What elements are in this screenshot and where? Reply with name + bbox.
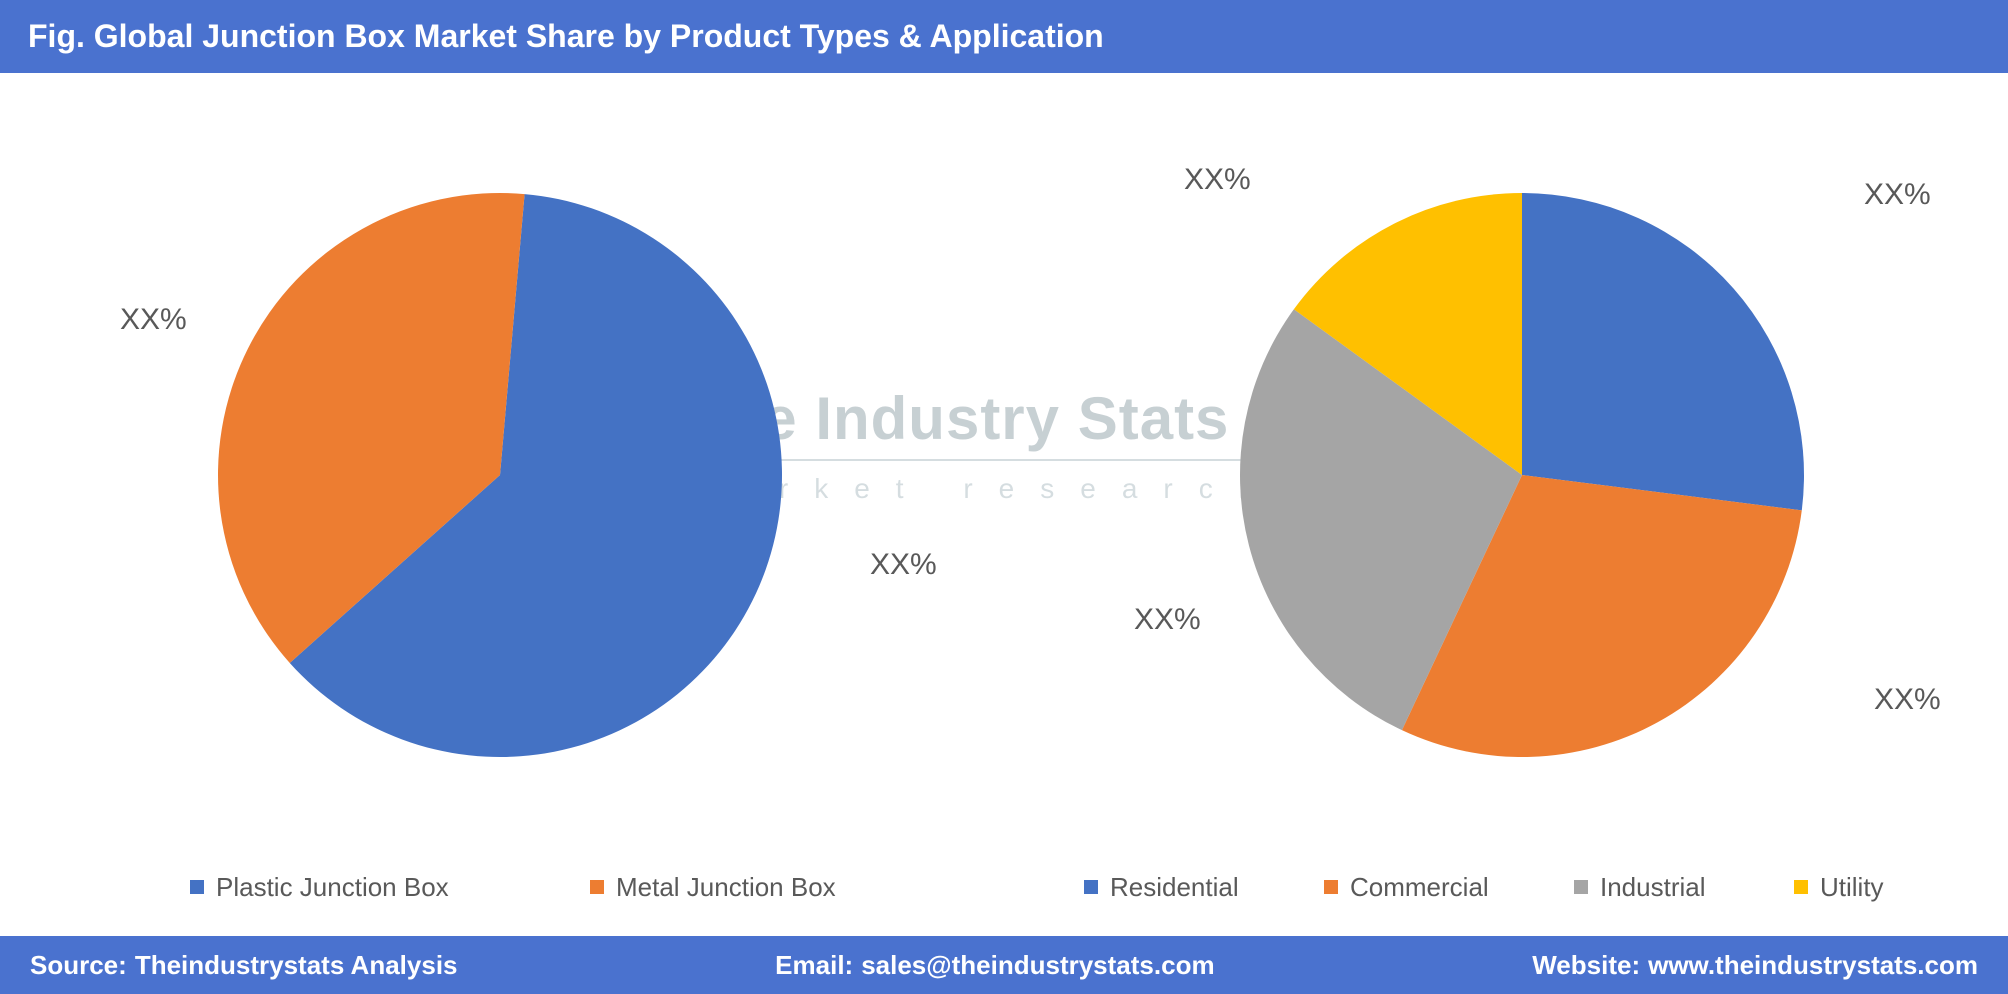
legend-swatch: [1324, 880, 1338, 894]
legend-label: Plastic Junction Box: [216, 872, 449, 903]
slice-value-label: XX%: [1134, 603, 1201, 637]
legend-label: Metal Junction Box: [616, 872, 836, 903]
footer-source-value: Theindustrystats Analysis: [135, 950, 458, 981]
legend-swatch: [1794, 880, 1808, 894]
pie-svg: [0, 73, 1004, 852]
slice-value-label: XX%: [870, 548, 937, 582]
figure-title: Fig. Global Junction Box Market Share by…: [28, 18, 1104, 54]
legend-swatch: [590, 880, 604, 894]
slice-value-label: XX%: [1874, 683, 1941, 717]
figure-frame: Fig. Global Junction Box Market Share by…: [0, 0, 2008, 994]
slice-value-label: XX%: [120, 303, 187, 337]
legend-label: Industrial: [1600, 872, 1706, 903]
legend-item: Utility: [1794, 872, 1884, 903]
footer-email: Email: sales@theindustrystats.com: [775, 950, 1214, 981]
footer-email-value: sales@theindustrystats.com: [861, 950, 1214, 981]
legend-product-types: Plastic Junction Box Metal Junction Box: [0, 852, 1004, 922]
legend-swatch: [190, 880, 204, 894]
legend-item: Metal Junction Box: [590, 872, 836, 903]
legend-item: Commercial: [1324, 872, 1489, 903]
footer-email-label: Email:: [775, 950, 853, 981]
legend-item: Industrial: [1574, 872, 1706, 903]
legend-label: Residential: [1110, 872, 1239, 903]
chart-area: The Industry Stats market research Plast…: [0, 73, 2008, 922]
pie-chart-product-types: Plastic Junction Box Metal Junction Box X…: [0, 73, 1004, 922]
figure-title-bar: Fig. Global Junction Box Market Share by…: [0, 0, 2008, 73]
pie-slice: [1522, 193, 1804, 510]
legend-label: Utility: [1820, 872, 1884, 903]
legend-swatch: [1574, 880, 1588, 894]
footer-source: Source: Theindustrystats Analysis: [30, 950, 458, 981]
footer-website-label: Website:: [1532, 950, 1640, 981]
footer-bar: Source: Theindustrystats Analysis Email:…: [0, 936, 2008, 994]
footer-gap: [0, 922, 2008, 936]
slice-value-label: XX%: [1184, 163, 1251, 197]
legend-swatch: [1084, 880, 1098, 894]
legend-label: Commercial: [1350, 872, 1489, 903]
pie-chart-application: Residential Commercial Industrial Utility X…: [1004, 73, 2008, 922]
footer-website-value: www.theindustrystats.com: [1648, 950, 1978, 981]
pie-svg: [1004, 73, 2008, 852]
legend-application: Residential Commercial Industrial Utility: [1004, 852, 2008, 922]
legend-item: Residential: [1084, 872, 1239, 903]
footer-source-label: Source:: [30, 950, 127, 981]
slice-value-label: XX%: [1864, 178, 1931, 212]
footer-website: Website: www.theindustrystats.com: [1532, 950, 1978, 981]
legend-item: Plastic Junction Box: [190, 872, 449, 903]
